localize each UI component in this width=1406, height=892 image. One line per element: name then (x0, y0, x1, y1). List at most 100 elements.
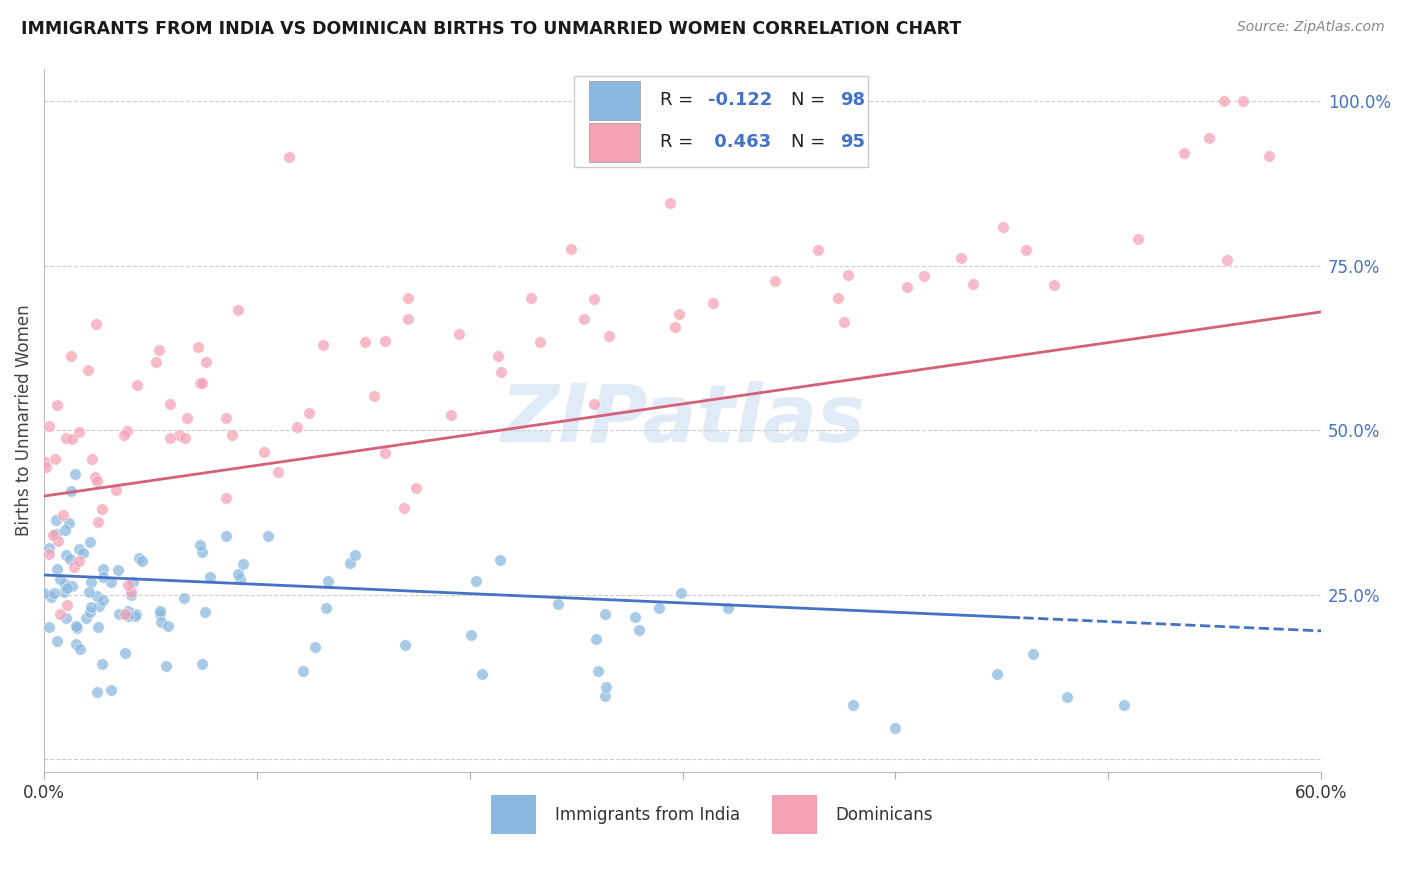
Point (65, 637, 87, 651)
Point (128, 550, 150, 565)
Point (34, 455, 56, 469)
Point (115, 424, 138, 438)
Point (763, 274, 786, 288)
Text: Dominicans: Dominicans (835, 805, 934, 823)
Point (167, 428, 190, 442)
Point (986, 666, 1008, 681)
Point (226, 567, 249, 582)
Point (87, 516, 110, 530)
Point (304, 640, 326, 655)
Point (44, 451, 66, 466)
Point (277, 150, 299, 164)
Point (392, 500, 415, 515)
Point (190, 657, 212, 672)
Point (112, 428, 135, 442)
Point (125, 607, 148, 621)
Point (572, 312, 595, 326)
Point (547, 597, 569, 611)
Point (374, 334, 396, 348)
Point (950, 251, 973, 265)
Point (65, 619, 87, 633)
Point (287, 419, 309, 434)
Point (1043, 277, 1066, 292)
FancyBboxPatch shape (589, 123, 641, 161)
Point (529, 334, 551, 349)
Point (298, 406, 321, 420)
Point (114, 646, 136, 660)
Point (86, 685, 108, 699)
Point (582, 397, 605, 411)
Point (832, 315, 855, 329)
Point (1198, 131, 1220, 145)
Point (648, 601, 671, 615)
Point (59, 350, 82, 364)
Point (188, 538, 211, 552)
Point (156, 619, 179, 633)
Point (150, 615, 173, 630)
Point (837, 268, 859, 282)
Point (188, 376, 211, 390)
Point (42, 528, 65, 542)
Point (396, 291, 419, 305)
Point (87, 599, 110, 614)
Point (194, 605, 217, 619)
Text: Source: ZipAtlas.com: Source: ZipAtlas.com (1237, 20, 1385, 34)
Point (149, 607, 172, 621)
Point (717, 601, 740, 615)
Point (312, 338, 335, 352)
Point (267, 465, 290, 479)
Y-axis label: Births to Unmarried Women: Births to Unmarried Women (15, 304, 32, 536)
Point (842, 698, 865, 712)
Point (1126, 232, 1149, 246)
Point (55, 611, 77, 625)
Point (198, 570, 221, 584)
Point (80, 599, 103, 614)
Point (257, 529, 280, 543)
Point (38, 541, 60, 555)
Point (465, 574, 488, 588)
Point (991, 219, 1014, 234)
Point (67, 425, 90, 439)
Point (671, 585, 693, 599)
Point (86, 589, 108, 603)
Point (486, 349, 509, 363)
Point (45, 513, 67, 527)
Point (664, 319, 686, 334)
Point (191, 376, 214, 390)
Point (120, 585, 142, 599)
Point (471, 666, 494, 681)
Text: ZIPatlas: ZIPatlas (501, 382, 865, 459)
Point (315, 601, 337, 615)
Text: N =: N = (792, 133, 831, 152)
Point (45, 527, 67, 541)
Point (67, 554, 90, 568)
Point (117, 604, 139, 618)
Point (66, 621, 89, 635)
Point (91, 657, 114, 671)
Point (1213, 95, 1236, 109)
Point (49, 572, 72, 586)
Point (714, 134, 737, 148)
Point (374, 446, 396, 460)
Point (79, 605, 101, 619)
Point (585, 632, 607, 646)
Point (80, 575, 103, 590)
Point (60, 579, 83, 593)
Point (159, 432, 181, 446)
Point (46, 562, 69, 576)
Point (39, 590, 62, 604)
Point (148, 343, 170, 358)
Point (131, 554, 153, 568)
Text: 95: 95 (839, 133, 865, 152)
FancyBboxPatch shape (772, 795, 817, 834)
Point (190, 545, 212, 559)
Point (56, 581, 79, 595)
Point (93, 593, 115, 607)
Point (34, 585, 56, 599)
Point (520, 291, 543, 305)
Point (55, 577, 77, 591)
Point (291, 664, 314, 678)
Point (405, 481, 427, 495)
Point (173, 591, 195, 606)
Point (72, 546, 94, 560)
